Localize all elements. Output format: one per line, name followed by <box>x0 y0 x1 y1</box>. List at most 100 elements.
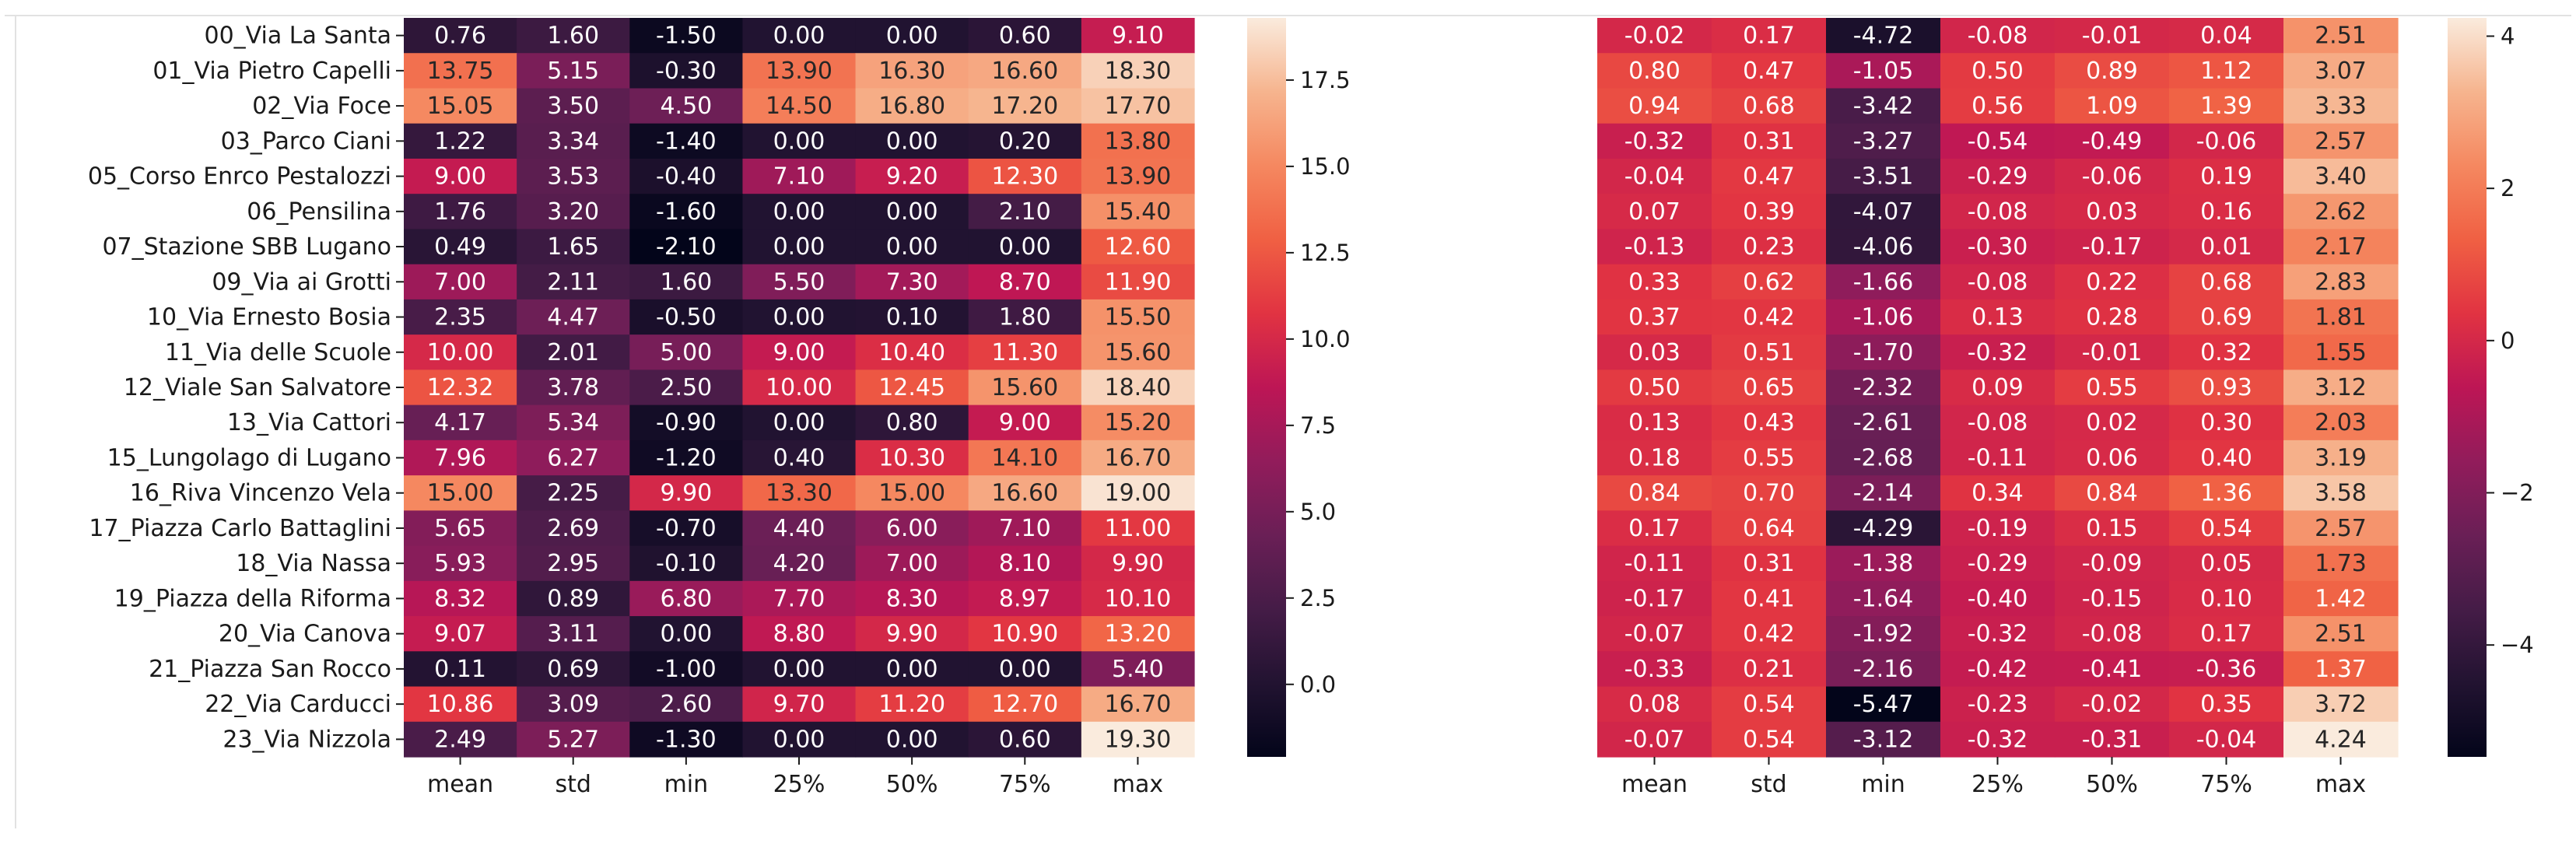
heatmap-cell <box>2169 369 2284 406</box>
heatmap-cell <box>1826 510 1941 547</box>
cell-value-label: 3.33 <box>2315 93 2367 120</box>
heatmap-cell <box>742 686 857 723</box>
cell-value-label: 2.35 <box>434 304 486 331</box>
cell-value-label: 16.60 <box>991 58 1058 85</box>
cell-value-label: -1.06 <box>1853 304 1914 331</box>
x-tick-label: std <box>1751 771 1786 798</box>
heatmap-cell <box>629 616 744 652</box>
cell-value-label: 0.32 <box>2200 339 2252 366</box>
heatmap-cell <box>1081 194 1195 230</box>
cell-value-label: 3.78 <box>547 374 599 401</box>
cell-value-label: 5.50 <box>773 268 825 296</box>
cell-value-label: 4.40 <box>773 515 825 542</box>
cell-value-label: -0.40 <box>1968 585 2028 612</box>
colorbar-tick-label: 7.5 <box>1300 412 1336 439</box>
heatmap-cell <box>2283 475 2399 511</box>
cell-value-label: 0.04 <box>2200 23 2252 50</box>
cell-value-label: 7.00 <box>886 550 938 577</box>
y-tick-label: 19_Piazza della Riforma <box>114 585 391 612</box>
heatmap-cell <box>968 158 1082 194</box>
x-tick-label: min <box>1861 771 1905 798</box>
cell-value-label: 0.00 <box>773 409 825 436</box>
colorbar-tick-label: 0.0 <box>1300 671 1336 698</box>
y-tick-label: 16_Riva Vincenzo Vela <box>130 480 391 507</box>
cell-value-label: 0.17 <box>1628 515 1681 542</box>
cell-value-label: 10.10 <box>1104 585 1171 612</box>
heatmap-cell <box>1597 18 1712 54</box>
heatmap-cell <box>1940 229 2056 265</box>
heatmap-cell <box>1940 194 2056 230</box>
heatmap-cell <box>2283 18 2399 54</box>
cell-value-label: -0.06 <box>2082 163 2143 191</box>
cell-value-label: -0.08 <box>2082 621 2143 648</box>
heatmap-cell <box>404 369 517 406</box>
cell-value-label: 0.00 <box>660 621 712 648</box>
cell-value-label: 13.80 <box>1104 128 1171 155</box>
heatmap-cell <box>517 18 630 54</box>
cell-value-label: 0.55 <box>2086 374 2138 401</box>
cell-value-label: 1.12 <box>2200 58 2252 85</box>
cell-value-label: -3.51 <box>1853 163 1914 191</box>
heatmap-cell <box>1826 194 1941 230</box>
cell-value-label: 1.55 <box>2315 339 2367 366</box>
cell-value-label: 0.00 <box>999 233 1051 261</box>
colorbar-tick-label: 12.5 <box>1300 240 1351 266</box>
heatmap-cell <box>1597 264 1712 300</box>
heatmap-cell <box>1712 404 1827 441</box>
heatmap-cell <box>2169 651 2284 688</box>
cell-value-label: 17.70 <box>1104 93 1171 120</box>
cell-value-label: 2.17 <box>2315 233 2367 261</box>
cell-value-label: 0.55 <box>1743 444 1795 471</box>
heatmap-cell <box>2055 299 2170 335</box>
heatmap-cell <box>1712 229 1827 265</box>
heatmap-cell <box>517 404 630 441</box>
heatmap-cell <box>1712 686 1827 723</box>
cell-value-label: -1.40 <box>656 128 717 155</box>
cell-value-label: -0.07 <box>1624 621 1685 648</box>
cell-value-label: -4.06 <box>1853 233 1914 261</box>
cell-value-label: -3.27 <box>1853 128 1914 155</box>
cell-value-label: 8.80 <box>773 621 825 648</box>
heatmap-cell <box>1081 510 1195 547</box>
heatmap-cell <box>1712 545 1827 582</box>
x-tick-label: 75% <box>2200 771 2252 798</box>
cell-value-label: -0.17 <box>2082 233 2143 261</box>
heatmap-cell <box>1940 404 2056 441</box>
cell-value-label: 2.51 <box>2315 621 2367 648</box>
cell-value-label: 5.40 <box>1112 656 1164 683</box>
heatmap-cell <box>629 404 744 441</box>
heatmap-cell <box>2283 580 2399 617</box>
cell-value-label: 2.11 <box>547 268 599 296</box>
heatmap-cell <box>1940 510 2056 547</box>
cell-value-label: -0.36 <box>2196 656 2257 683</box>
heatmap-cell <box>1940 440 2056 476</box>
heatmap-cell <box>629 545 744 582</box>
cell-value-label: -1.66 <box>1853 268 1914 296</box>
heatmap-cell <box>404 545 517 582</box>
cell-value-label: 4.24 <box>2315 726 2367 753</box>
cell-value-label: -0.70 <box>656 515 717 542</box>
heatmap-cell <box>2283 440 2399 476</box>
cell-value-label: 0.09 <box>1971 374 2024 401</box>
cell-value-label: -0.23 <box>1968 691 2028 718</box>
heatmap-cell <box>855 123 969 159</box>
x-tick-label: 25% <box>773 771 825 798</box>
cell-value-label: 0.00 <box>773 726 825 753</box>
cell-value-label: 0.65 <box>1743 374 1795 401</box>
cell-value-label: 3.19 <box>2315 444 2367 471</box>
heatmap-cell <box>968 299 1082 335</box>
heatmap-cell <box>1597 194 1712 230</box>
heatmap-cell <box>1940 264 2056 300</box>
cell-value-label: 0.43 <box>1743 409 1795 436</box>
cell-value-label: 0.34 <box>1971 480 2024 507</box>
x-tick-label: min <box>664 771 709 798</box>
cell-value-label: 12.60 <box>1104 233 1171 261</box>
cell-value-label: 17.20 <box>991 93 1058 120</box>
cell-value-label: 0.35 <box>2200 691 2252 718</box>
cell-value-label: 15.00 <box>427 480 494 507</box>
heatmap-cell <box>742 123 857 159</box>
heatmap-cell <box>742 616 857 652</box>
cell-value-label: -0.50 <box>656 304 717 331</box>
heatmap-cell <box>2169 545 2284 582</box>
cell-value-label: 5.00 <box>660 339 712 366</box>
